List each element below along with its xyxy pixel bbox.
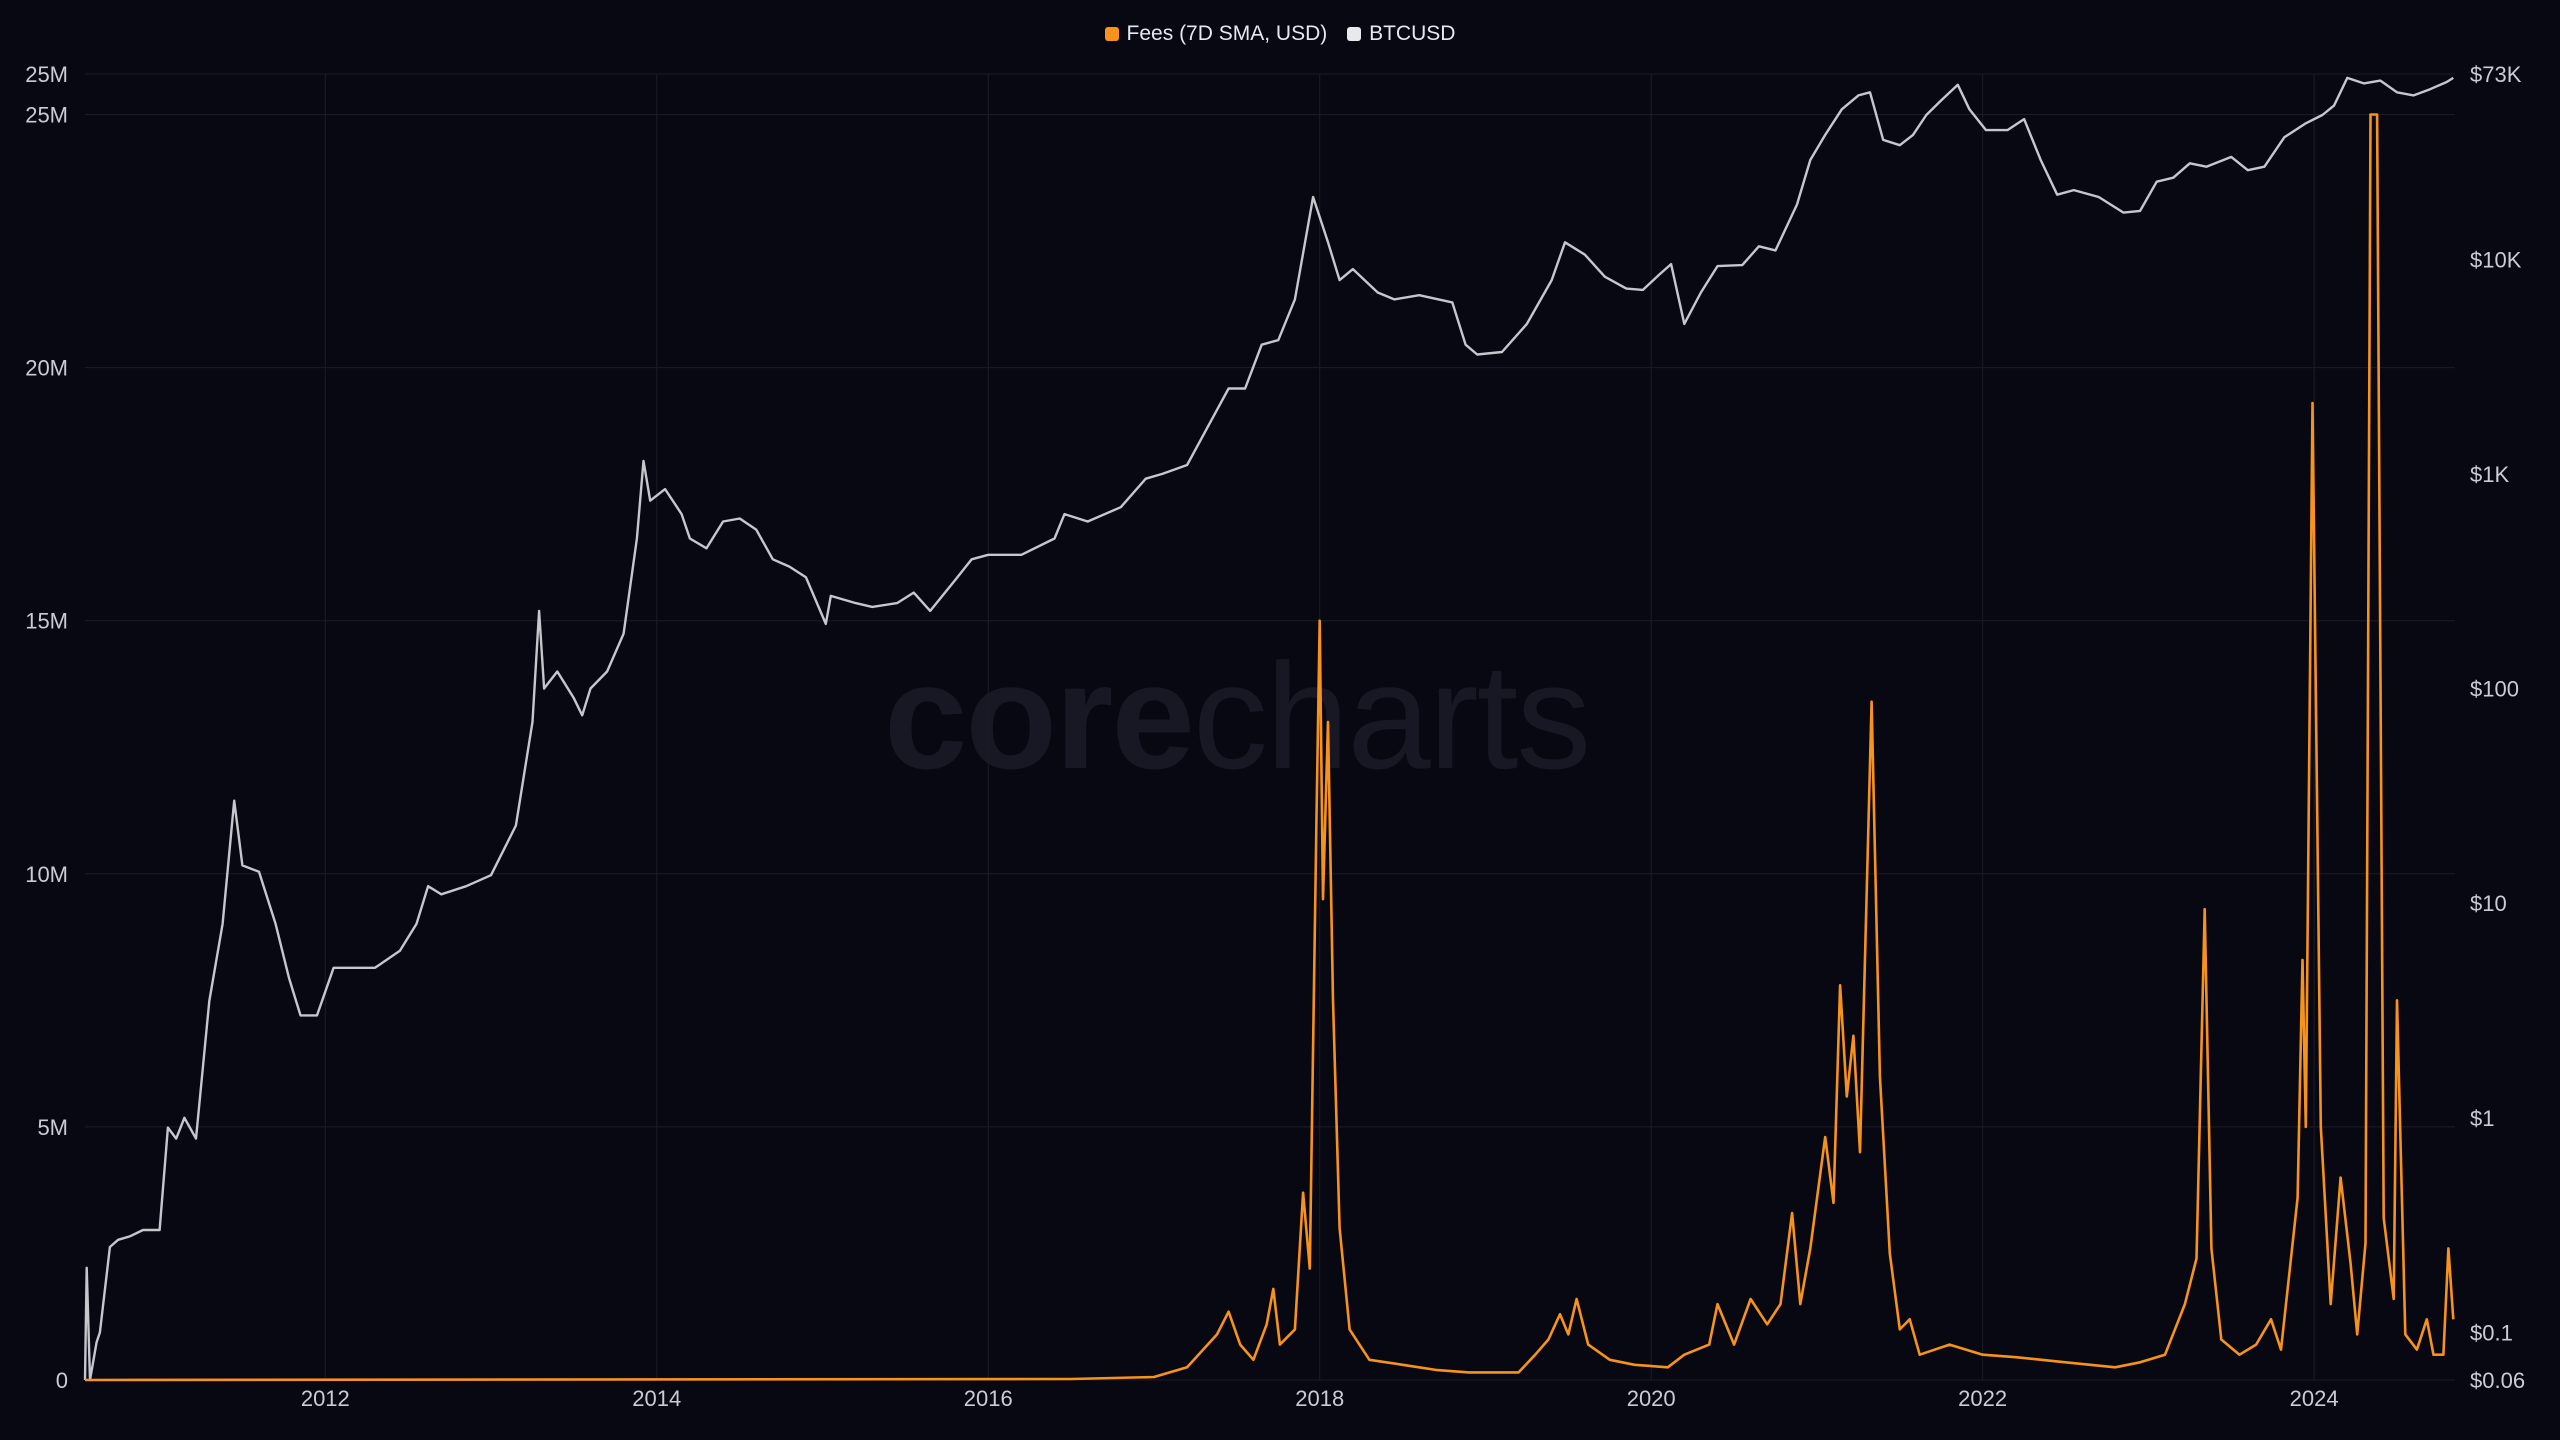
chart-legend: Fees (7D SMA, USD) BTCUSD <box>0 22 2560 47</box>
x-tick-label: 2014 <box>632 1386 681 1411</box>
y-left-tick-label: 10M <box>25 862 68 887</box>
legend-label-btcusd: BTCUSD <box>1369 22 1456 45</box>
x-tick-label: 2022 <box>1958 1386 2007 1411</box>
y-left-tick-label: 25M <box>25 62 68 87</box>
legend-swatch-fees <box>1104 27 1119 41</box>
x-tick-label: 2020 <box>1627 1386 1676 1411</box>
y-right-tick-label: $100 <box>2470 677 2519 702</box>
series-line-fees <box>84 113 2455 1382</box>
x-tick-label: 2024 <box>2290 1386 2339 1411</box>
y-axis-right-ticks: $0.06 $0.1 $1 $10 $100 $1K $10K $73K <box>2470 62 2525 1393</box>
y-left-tick-label: 15M <box>25 609 68 634</box>
y-left-tick-label: 0 <box>56 1368 68 1393</box>
y-left-tick-label: 20M <box>25 356 68 381</box>
y-left-tick-label: 25M <box>25 102 68 127</box>
x-axis-ticks: 2012 2014 2016 2018 2020 2022 2024 <box>301 1386 2339 1411</box>
y-right-tick-label: $0.1 <box>2470 1320 2513 1345</box>
y-left-tick-label: 5M <box>37 1115 68 1140</box>
y-right-tick-label: $10K <box>2470 247 2522 272</box>
legend-swatch-btcusd <box>1347 27 1362 41</box>
x-tick-label: 2012 <box>301 1386 350 1411</box>
y-axis-left-ticks: 0 5M 10M 15M 20M 25M 25M <box>25 62 68 1393</box>
y-right-tick-label: $1K <box>2470 462 2509 487</box>
y-right-tick-label: $73K <box>2470 62 2522 87</box>
y-right-tick-label: $10 <box>2470 891 2507 916</box>
y-right-tick-label: $1 <box>2470 1106 2494 1131</box>
watermark-logo: corecharts <box>884 632 1591 800</box>
legend-item-btcusd[interactable]: BTCUSD <box>1347 22 1455 46</box>
legend-item-fees[interactable]: Fees (7D SMA, USD) <box>1104 22 1328 46</box>
series-line-btcusd <box>83 76 2454 1382</box>
x-tick-label: 2016 <box>964 1386 1013 1411</box>
y-right-tick-label: $0.06 <box>2470 1368 2525 1393</box>
series-lines <box>83 76 2455 1382</box>
legend-label-fees: Fees (7D SMA, USD) <box>1126 22 1328 45</box>
x-tick-label: 2018 <box>1295 1386 1344 1411</box>
gridlines <box>85 73 2455 1381</box>
